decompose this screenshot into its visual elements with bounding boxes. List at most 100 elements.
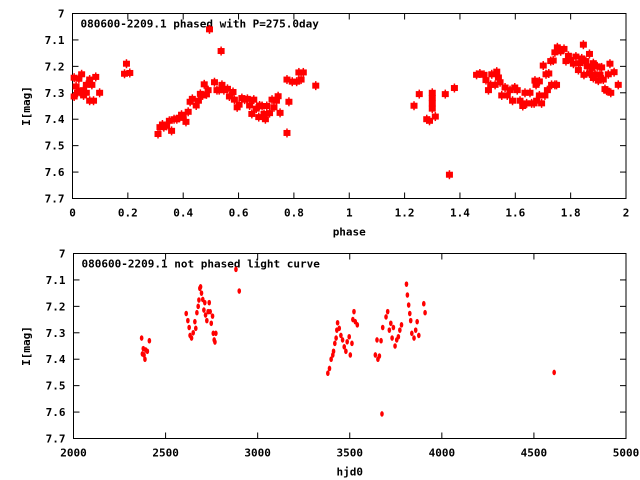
x-tick-label: 2000	[60, 447, 87, 460]
data-point	[235, 100, 243, 110]
plot-frame	[73, 253, 627, 439]
data-point	[86, 96, 94, 106]
data-point	[509, 96, 517, 106]
data-point	[199, 290, 204, 296]
data-point	[208, 308, 212, 315]
data-point	[139, 335, 144, 341]
data-point	[187, 324, 191, 331]
y-tick-label: 7.3	[46, 327, 66, 340]
data-point	[339, 332, 343, 339]
y-tick-label: 7.4	[46, 353, 66, 366]
x-axis-label: hjd0	[337, 466, 364, 479]
x-tick-label: 1	[346, 207, 353, 220]
data-point	[230, 95, 238, 105]
data-point	[545, 68, 553, 78]
data-point	[412, 335, 416, 341]
data-point	[199, 90, 207, 100]
data-point	[285, 97, 293, 107]
data-point	[521, 88, 529, 98]
data-point	[352, 308, 356, 315]
data-point	[389, 320, 393, 327]
y-tick-label: 7.1	[46, 274, 66, 287]
data-point	[337, 325, 342, 332]
x-tick-label: 0.8	[284, 207, 304, 220]
data-point	[428, 104, 436, 114]
phased-light-curve-plot: 080600-2209.1 phased with P=275.0day pha…	[20, 8, 629, 239]
data-point	[344, 348, 348, 355]
data-point	[80, 90, 88, 100]
y-tick-label: 7.5	[45, 140, 65, 153]
data-point	[225, 91, 233, 101]
data-point	[274, 91, 282, 101]
x-tick-label: 1.2	[395, 207, 415, 220]
data-point	[426, 116, 434, 126]
x-tick-label: 4000	[429, 447, 456, 460]
data-point	[140, 351, 145, 357]
x-axis-label: phase	[333, 226, 366, 239]
data-point	[203, 312, 208, 318]
data-point	[391, 324, 396, 331]
data-point	[347, 333, 351, 340]
x-tick-label: 3500	[337, 447, 364, 460]
data-point	[88, 80, 96, 90]
y-axis-label: I[mag]	[20, 86, 33, 126]
y-tick-label: 7.1	[45, 34, 65, 47]
data-point	[72, 81, 80, 91]
data-point	[326, 370, 330, 377]
data-point	[121, 69, 129, 79]
x-tick-label: 1.8	[561, 207, 581, 220]
data-point	[387, 327, 392, 333]
x-tick-label: 0	[69, 207, 76, 220]
data-point	[488, 69, 496, 79]
data-point	[334, 335, 338, 341]
data-point	[450, 83, 458, 93]
data-point	[377, 353, 382, 359]
data-point	[335, 319, 340, 326]
data-point	[283, 128, 291, 138]
data-point	[299, 67, 307, 77]
unphased-light-curve-plot: 080600-2209.1 not phased light curve hjd…	[20, 248, 639, 479]
y-tick-label: 7.7	[45, 193, 65, 206]
data-point	[327, 365, 332, 372]
y-tick-label: 7.6	[46, 406, 66, 419]
data-point	[293, 77, 301, 87]
data-point	[184, 107, 192, 117]
data-point	[295, 67, 303, 77]
data-point	[506, 85, 514, 95]
data-point	[333, 340, 337, 347]
data-point	[246, 100, 254, 110]
data-point	[539, 61, 547, 71]
data-point	[165, 116, 173, 126]
data-point	[202, 307, 206, 313]
data-point	[143, 356, 147, 363]
x-tick-label: 5000	[613, 447, 640, 460]
data-point	[513, 85, 521, 95]
data-point	[194, 96, 202, 106]
data-point	[182, 117, 190, 127]
data-point	[399, 322, 404, 328]
data-point	[205, 24, 213, 34]
data-point	[415, 318, 419, 325]
data-point	[283, 75, 291, 85]
data-point	[263, 101, 271, 111]
data-point	[191, 329, 196, 336]
y-tick-label: 7.6	[45, 166, 65, 179]
data-point	[220, 85, 228, 95]
data-point	[209, 320, 214, 327]
data-points	[70, 24, 622, 180]
data-point	[255, 112, 263, 122]
y-tick-label: 7.3	[45, 87, 65, 100]
data-point	[203, 299, 207, 306]
data-point	[583, 61, 591, 71]
data-point	[407, 310, 412, 317]
data-point	[213, 339, 217, 345]
data-point	[92, 72, 100, 82]
data-point	[147, 337, 152, 344]
data-point	[258, 101, 266, 111]
data-point	[380, 411, 384, 417]
data-point	[543, 85, 551, 95]
data-point	[189, 335, 194, 341]
data-point	[126, 68, 134, 78]
data-point	[243, 94, 251, 104]
data-point	[122, 59, 130, 69]
